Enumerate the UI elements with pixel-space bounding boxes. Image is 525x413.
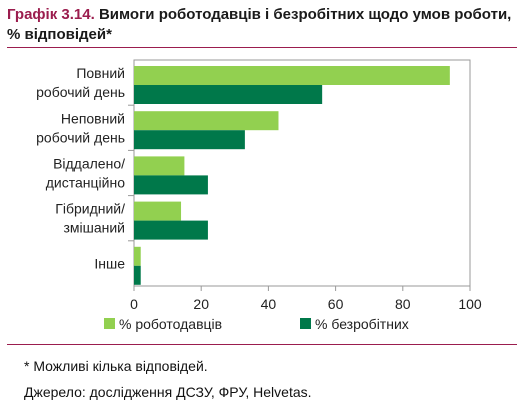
legend-swatch [300, 318, 311, 329]
bar [134, 111, 279, 131]
x-tick-label: 60 [328, 296, 344, 312]
category-label: Інше [94, 255, 125, 271]
category-label: Повний [76, 65, 125, 81]
legend-swatch [104, 318, 115, 329]
bar [134, 175, 208, 195]
chart-title: Графік 3.14. Вимоги роботодавців і безро… [7, 5, 517, 45]
legend-label: % роботодавців [119, 316, 222, 332]
category-label: дистанційно [46, 175, 125, 191]
source-note: Джерело: дослідження ДСЗУ, ФРУ, Helvetas… [24, 384, 312, 400]
bar-chart: Повний робочий день Неповний робочий день Ві… [36, 59, 482, 332]
x-tick-label: 40 [261, 296, 277, 312]
bar [134, 66, 450, 85]
footer-divider [7, 344, 517, 345]
chart-number: Графік 3.14. [7, 6, 95, 23]
bar [134, 265, 141, 285]
chart-title-text: Вимоги роботодавців і безробітних щодо у… [7, 6, 512, 43]
bar [134, 201, 182, 221]
bar [134, 220, 208, 240]
x-tick-label: 100 [458, 296, 482, 312]
bar [134, 246, 141, 266]
bar [134, 156, 185, 176]
x-tick-label: 0 [130, 296, 138, 312]
category-label: Неповний [61, 110, 125, 126]
legend-label: % безробітних [315, 316, 409, 332]
title-divider [7, 47, 517, 48]
category-label: змішаний [63, 220, 125, 236]
x-tick-label: 80 [395, 296, 411, 312]
category-label: Гібридний/ [55, 201, 125, 217]
category-label: робочий день [36, 84, 125, 100]
bar [134, 85, 323, 104]
bar [134, 130, 245, 150]
category-label: робочий день [36, 129, 125, 145]
category-label: Віддалено/ [53, 156, 125, 172]
footnote: * Можливі кілька відповідей. [24, 358, 208, 374]
x-tick-label: 20 [193, 296, 209, 312]
